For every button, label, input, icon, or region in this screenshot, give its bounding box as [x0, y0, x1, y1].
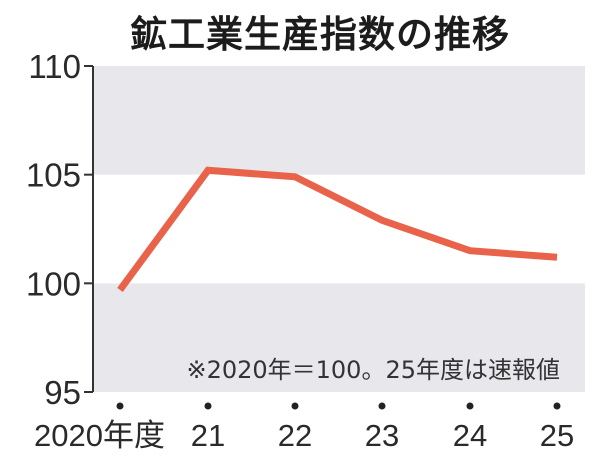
y-tick-label: 105	[26, 157, 81, 194]
x-tick-dot	[466, 402, 474, 410]
y-axis	[84, 65, 94, 393]
x-tick-label: 25	[540, 418, 574, 453]
y-tick-label: 95	[44, 374, 81, 411]
grid-band	[93, 174, 585, 284]
x-tick-label: 22	[278, 418, 312, 453]
x-tick-label: 21	[191, 418, 225, 453]
x-tick-dot	[553, 402, 561, 410]
grid-bands	[93, 66, 585, 392]
x-tick-label: 24	[453, 418, 487, 453]
x-tick-dot	[378, 402, 386, 410]
x-tick-labels: 2020年度 21 22 23 24 25	[34, 418, 574, 453]
y-tick-labels: 95 100 105 110	[26, 48, 81, 411]
series-line	[117, 166, 558, 292]
y-tick-label: 100	[26, 265, 81, 302]
x-tick-label: 23	[365, 418, 399, 453]
footnote-annotation: ※2020年＝100。25年度は速報値	[186, 356, 560, 384]
x-tick-label: 2020年度	[34, 418, 165, 453]
grid-band	[93, 283, 585, 392]
x-tick-dot	[204, 402, 212, 410]
x-tick-dot	[291, 402, 299, 410]
y-tick-label: 110	[28, 48, 81, 85]
x-tick-dots	[116, 402, 561, 410]
grid-band	[93, 66, 585, 175]
chart-title: 鉱工業生産指数の推移	[130, 13, 510, 56]
x-tick-dot	[116, 402, 124, 410]
